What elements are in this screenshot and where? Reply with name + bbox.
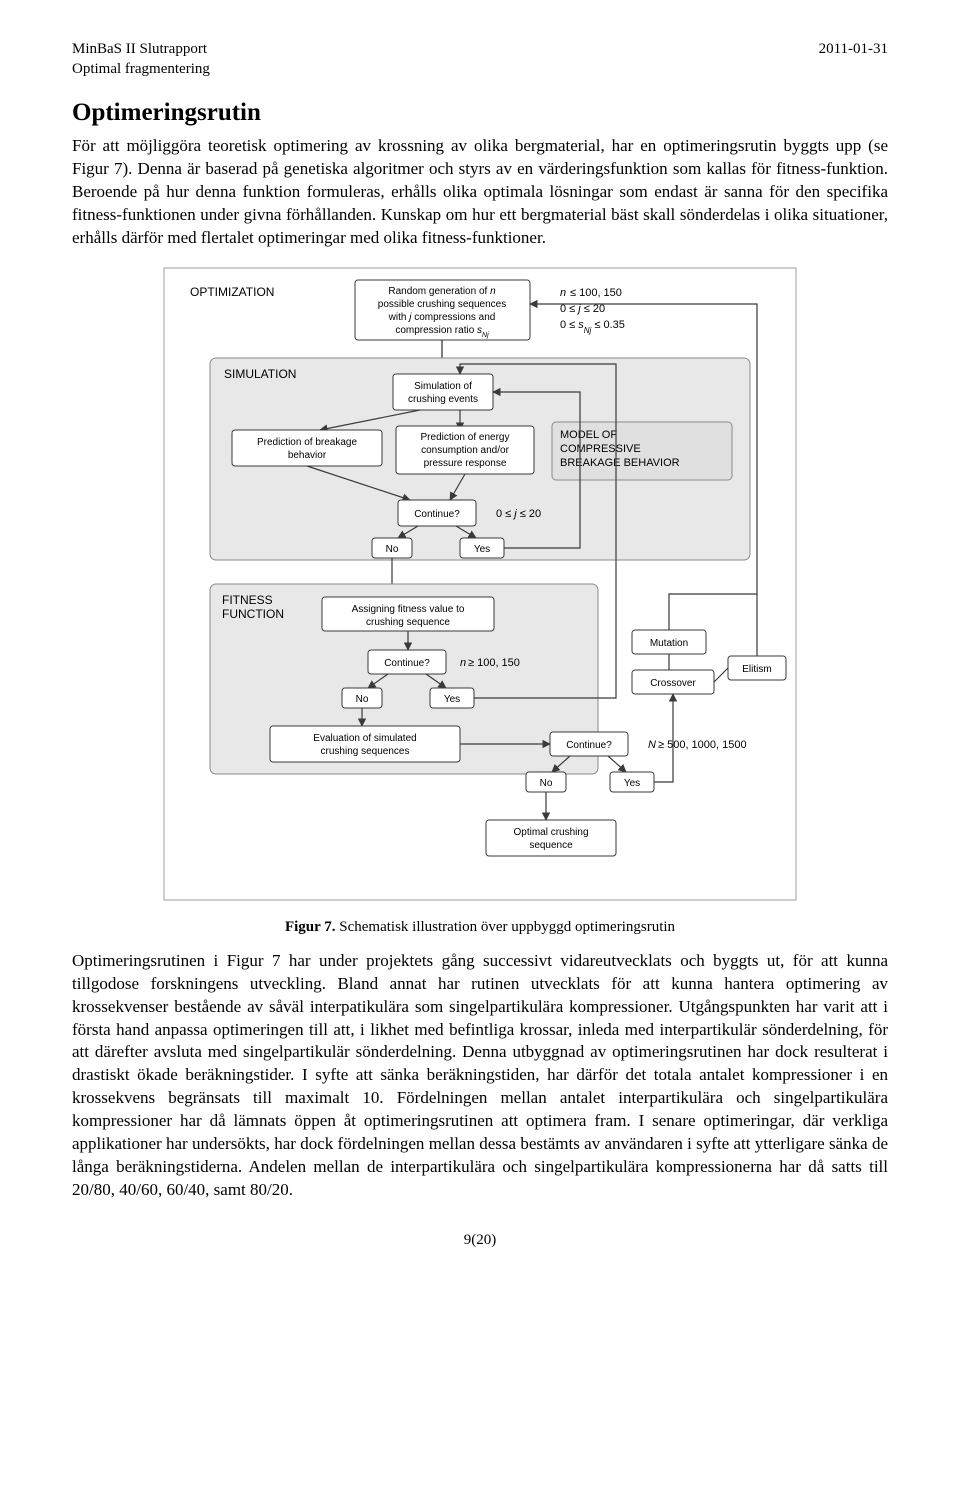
header-left: MinBaS II Slutrapport Optimal fragmenter… [72,40,210,79]
paragraph-2: Optimeringsrutinen i Figur 7 har under p… [72,950,888,1202]
svg-text:Prediction of breakage: Prediction of breakage [257,437,358,448]
svg-text:Optimal crushing: Optimal crushing [513,827,588,838]
flowchart-diagram: OPTIMIZATION Random generation of n poss… [160,264,800,904]
figure-caption-text: Schematisk illustration över uppbyggd op… [336,919,676,935]
svg-text:pressure response: pressure response [424,458,507,469]
svg-text:No: No [386,544,399,555]
svg-text:COMPRESSIVE: COMPRESSIVE [560,443,641,455]
svg-text:Crossover: Crossover [650,678,696,689]
svg-text:≤ 100, 150: ≤ 100, 150 [570,287,622,299]
paragraph-1: För att möjliggöra teoretisk optimering … [72,135,888,250]
svg-text:crushing events: crushing events [408,394,478,405]
svg-text:with j compressions and: with j compressions and [388,312,496,323]
svg-text:MODEL OF: MODEL OF [560,429,617,441]
svg-text:Evaluation of simulated: Evaluation of simulated [313,733,416,744]
page-header: MinBaS II Slutrapport Optimal fragmenter… [72,40,888,79]
svg-text:0 ≤ j ≤ 20: 0 ≤ j ≤ 20 [496,508,541,520]
svg-text:n: n [460,657,466,669]
svg-text:No: No [540,778,553,789]
svg-text:Continue?: Continue? [566,740,612,751]
figure-caption-number: Figur 7. [285,919,336,935]
label-optimization: OPTIMIZATION [190,285,274,299]
header-date: 2011-01-31 [819,40,888,79]
section-heading: Optimeringsrutin [72,99,888,127]
svg-text:BREAKAGE BEHAVIOR: BREAKAGE BEHAVIOR [560,457,680,469]
svg-text:≥ 500, 1000, 1500: ≥ 500, 1000, 1500 [658,739,747,751]
svg-text:N: N [648,739,656,751]
svg-text:sequence: sequence [529,840,573,851]
svg-text:No: No [356,694,369,705]
svg-text:Simulation of: Simulation of [414,381,472,392]
svg-text:Yes: Yes [624,778,640,789]
svg-text:Elitism: Elitism [742,664,771,675]
svg-text:Yes: Yes [474,544,490,555]
svg-text:Assigning fitness value to: Assigning fitness value to [352,604,465,615]
figure-7: OPTIMIZATION Random generation of n poss… [72,264,888,909]
svg-text:≥ 100, 150: ≥ 100, 150 [468,657,520,669]
header-title: MinBaS II Slutrapport [72,40,210,60]
page-number: 9(20) [72,1232,888,1249]
figure-caption: Figur 7. Schematisk illustration över up… [72,919,888,936]
svg-text:Continue?: Continue? [384,658,430,669]
svg-text:0 ≤ j ≤ 20: 0 ≤ j ≤ 20 [560,303,605,315]
document-page: MinBaS II Slutrapport Optimal fragmenter… [0,0,960,1289]
svg-text:crushing sequence: crushing sequence [366,617,450,628]
header-subtitle: Optimal fragmentering [72,60,210,80]
svg-text:Continue?: Continue? [414,509,460,520]
svg-text:Mutation: Mutation [650,638,688,649]
label-simulation: SIMULATION [224,367,296,381]
svg-text:FITNESS: FITNESS [222,593,273,607]
svg-text:FUNCTION: FUNCTION [222,607,284,621]
svg-text:consumption and/or: consumption and/or [421,445,510,456]
svg-text:Random generation of n: Random generation of n [388,286,496,297]
svg-text:Yes: Yes [444,694,460,705]
svg-text:Prediction of energy: Prediction of energy [421,432,510,443]
svg-text:n: n [560,287,566,299]
svg-text:possible crushing sequences: possible crushing sequences [378,299,506,310]
svg-text:crushing sequences: crushing sequences [321,746,410,757]
svg-text:behavior: behavior [288,450,327,461]
